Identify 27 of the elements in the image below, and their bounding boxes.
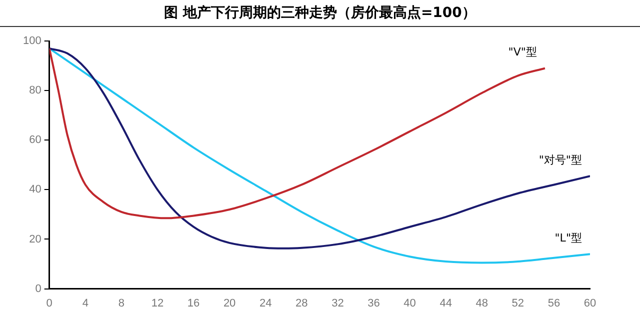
y-tick-label: 100 (22, 35, 42, 48)
x-tick-label: 32 (332, 297, 344, 310)
x-tick-label: 56 (548, 297, 560, 310)
x-tick-label: 40 (404, 297, 416, 310)
x-tick-label: 52 (512, 297, 524, 310)
y-tick-label: 20 (29, 233, 42, 246)
y-tick-label: 60 (29, 134, 42, 146)
chart-title: 图 地产下行周期的三种走势（房价最高点=100） (0, 0, 640, 27)
x-tick-label: 4 (82, 297, 88, 310)
x-tick-label: 16 (187, 297, 200, 310)
x-tick-label: 60 (584, 297, 596, 310)
x-tick-label: 0 (46, 297, 52, 310)
x-tick-label: 28 (296, 297, 308, 310)
series-label: "V"型 (508, 46, 537, 59)
y-tick-label: 40 (29, 184, 42, 196)
y-tick-label: 0 (35, 282, 42, 295)
x-tick-label: 48 (476, 297, 488, 310)
x-tick-label: 24 (259, 297, 272, 310)
series-label: "L"型 (554, 231, 582, 244)
series-label: "对号"型 (538, 153, 582, 166)
x-tick-label: 20 (223, 297, 236, 310)
x-tick-label: 8 (118, 297, 124, 310)
x-tick-label: 44 (440, 297, 452, 310)
line-series (49, 47, 546, 220)
x-tick-label: 12 (151, 297, 164, 310)
x-tick-label: 36 (368, 297, 380, 310)
y-tick-label: 80 (29, 84, 42, 97)
